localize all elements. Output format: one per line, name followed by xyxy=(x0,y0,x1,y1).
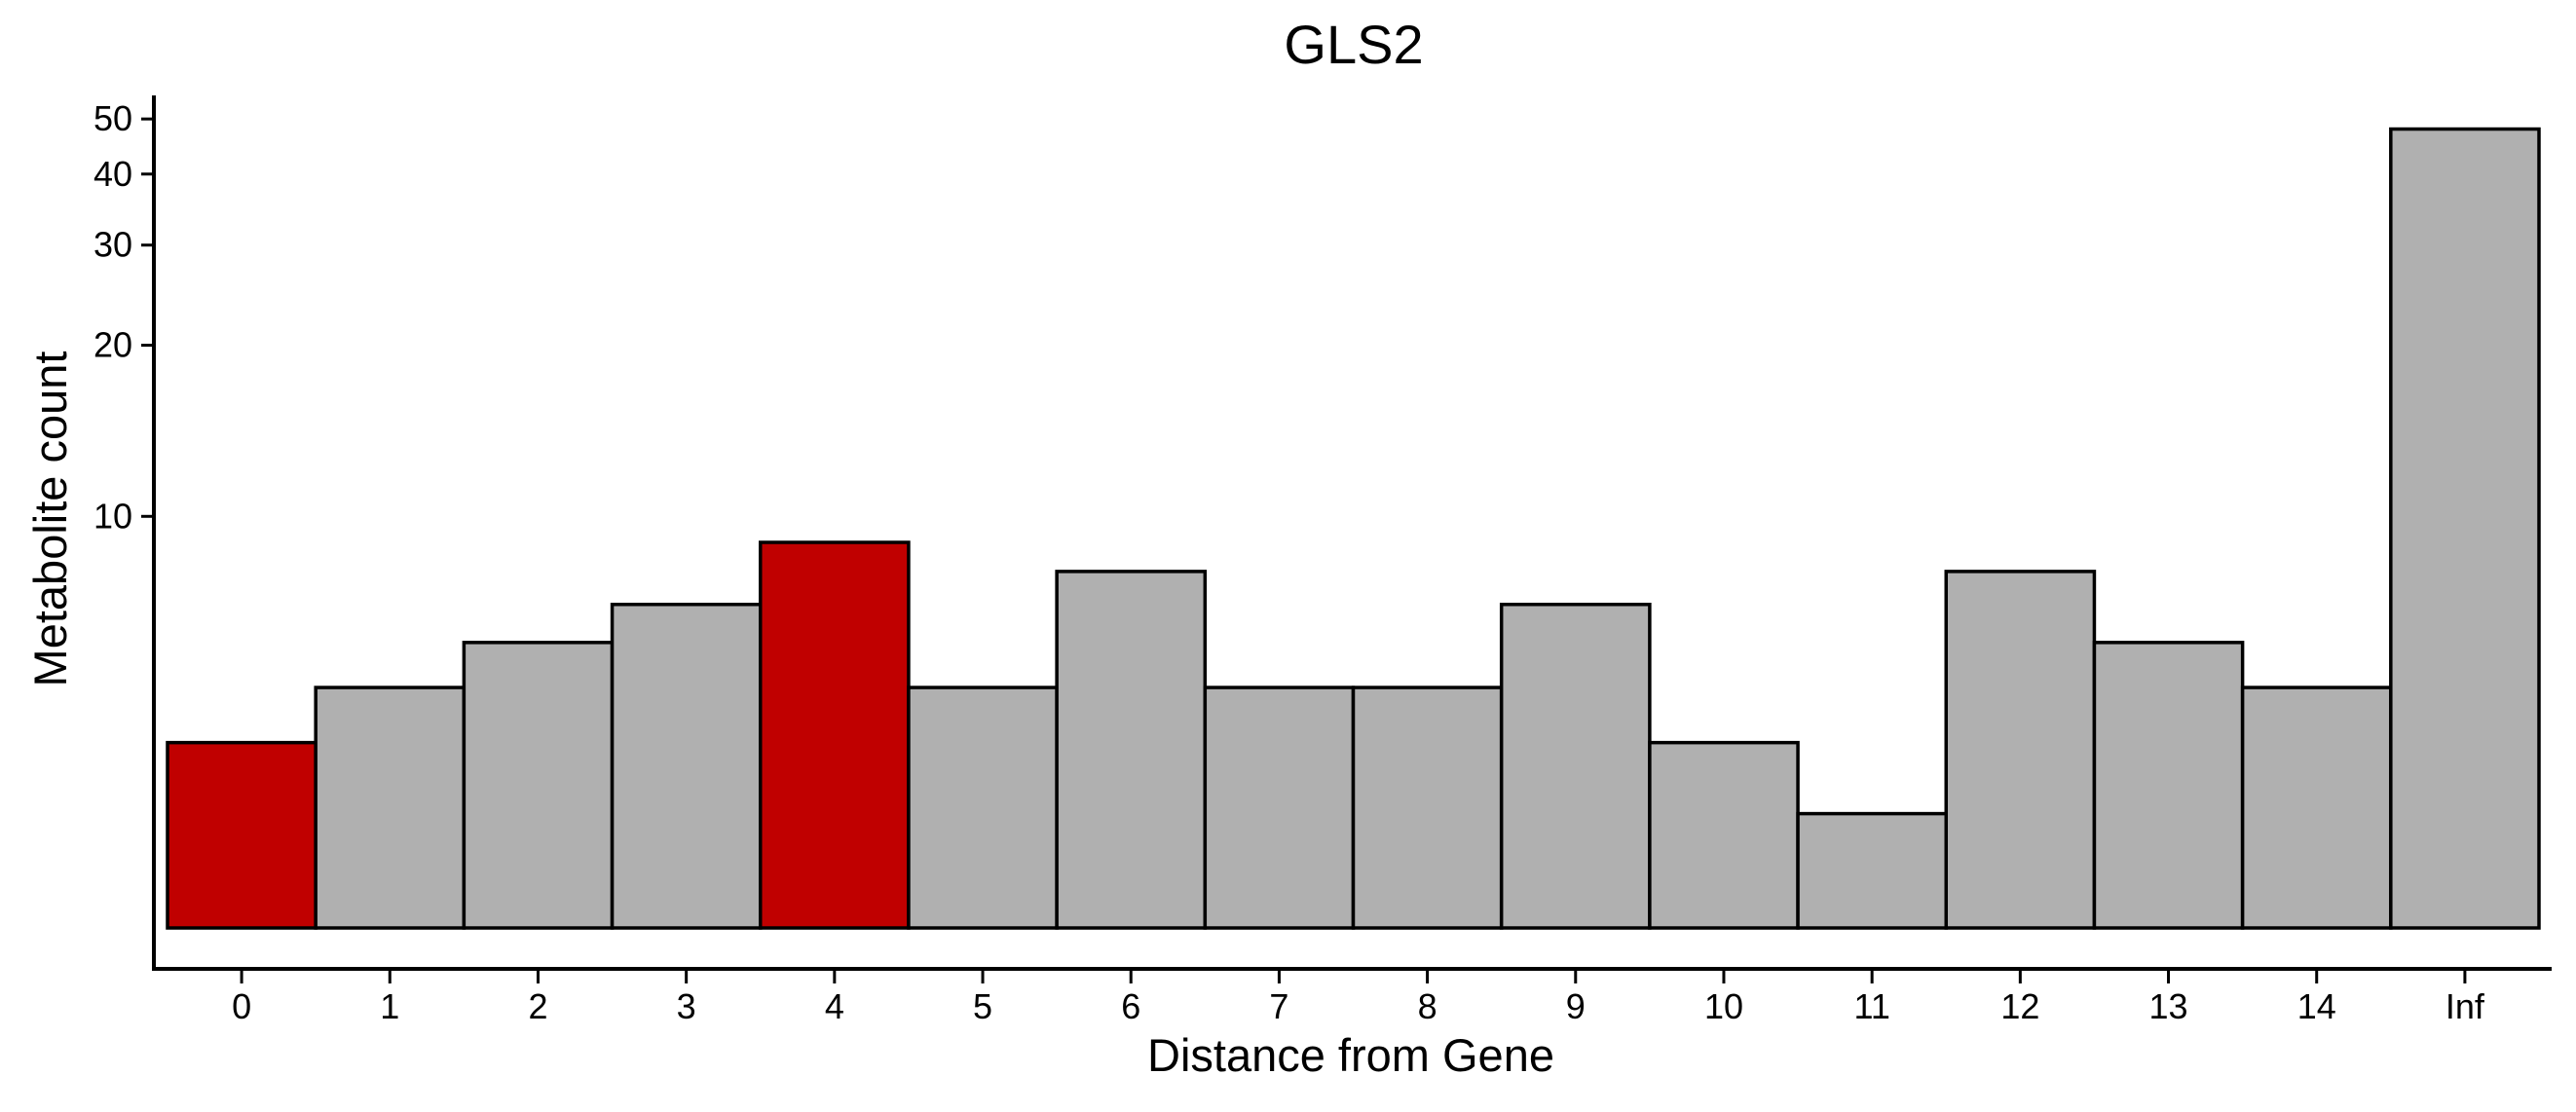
x-tick-label-14: 14 xyxy=(2297,986,2336,1026)
x-tick-label-12: 12 xyxy=(2000,986,2039,1026)
bar-13 xyxy=(2092,641,2245,930)
x-tick-label-4: 4 xyxy=(825,986,844,1026)
bar-10 xyxy=(1648,740,1800,930)
bar-9 xyxy=(1499,602,1652,930)
bar-1 xyxy=(314,686,467,930)
bar-12 xyxy=(1944,570,2097,930)
bar-7 xyxy=(1203,686,1356,930)
y-tick-label-30: 30 xyxy=(93,225,132,265)
bar-3 xyxy=(610,602,763,930)
bar-5 xyxy=(907,686,1059,930)
x-tick-label-5: 5 xyxy=(973,986,992,1026)
y-tick-label-50: 50 xyxy=(93,98,132,138)
x-tick-label-7: 7 xyxy=(1269,986,1288,1026)
x-tick-label-11: 11 xyxy=(1853,986,1889,1026)
bar-8 xyxy=(1351,686,1504,930)
bar-4 xyxy=(759,540,911,930)
bar-6 xyxy=(1055,570,1208,930)
x-tick-label-13: 13 xyxy=(2149,986,2188,1026)
x-tick-label-9: 9 xyxy=(1566,986,1586,1026)
x-axis-label: Distance from Gene xyxy=(1147,1029,1554,1081)
bars-group xyxy=(166,127,2541,930)
x-tick-label-6: 6 xyxy=(1121,986,1140,1026)
bar-0 xyxy=(166,740,317,930)
x-tick-label-8: 8 xyxy=(1418,986,1437,1026)
x-tick-label-3: 3 xyxy=(677,986,696,1026)
bar-14 xyxy=(2240,686,2393,930)
y-tick-label-10: 10 xyxy=(93,496,132,536)
y-tick-label-20: 20 xyxy=(93,325,132,365)
x-tick-label-inf: Inf xyxy=(2445,986,2485,1026)
y-tick-label-40: 40 xyxy=(93,154,132,194)
x-tick-label-1: 1 xyxy=(380,986,399,1026)
x-axis-ticks: 0 1 2 3 4 5 6 7 8 9 10 11 12 13 14 Inf xyxy=(232,969,2485,1026)
x-tick-label-2: 2 xyxy=(528,986,547,1026)
x-tick-label-0: 0 xyxy=(232,986,251,1026)
chart-title: GLS2 xyxy=(1284,14,1423,75)
bar-11 xyxy=(1796,811,1948,930)
bar-2 xyxy=(462,641,615,930)
bar-inf xyxy=(2389,127,2541,930)
x-tick-label-10: 10 xyxy=(1704,986,1743,1026)
y-axis-ticks: 10 20 30 40 50 xyxy=(93,98,154,536)
y-axis-label: Metabolite count xyxy=(24,352,76,687)
